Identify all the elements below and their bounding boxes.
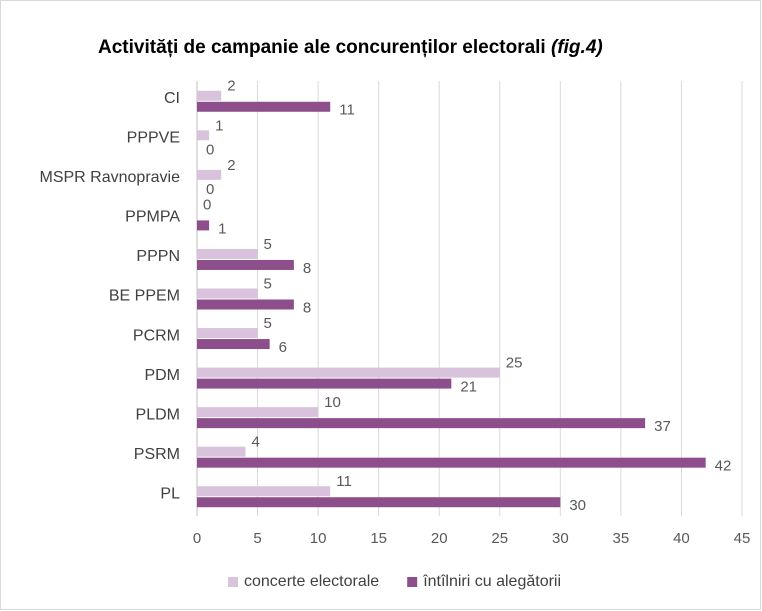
data-label: 25 <box>506 355 523 372</box>
legend-label: concerte electorale <box>244 573 379 590</box>
data-label: 37 <box>654 418 671 435</box>
title-note: (fig.4) <box>551 37 603 58</box>
y-tick-label: CI <box>164 90 180 107</box>
x-tick-label: 10 <box>310 530 327 547</box>
chart-title: Activități de campanie ale concurenților… <box>98 37 603 58</box>
bar <box>197 248 258 259</box>
data-label: 10 <box>324 394 341 411</box>
data-label: 6 <box>279 339 287 356</box>
data-label: 30 <box>569 497 586 514</box>
data-label: 11 <box>339 102 355 119</box>
bar <box>197 446 246 457</box>
bar <box>197 378 452 389</box>
data-label: 1 <box>215 117 223 134</box>
x-tick-label: 15 <box>370 530 387 547</box>
legend-swatch <box>407 577 418 587</box>
data-label: 21 <box>460 379 477 396</box>
y-tick-label: PDM <box>144 367 180 384</box>
x-tick-label: 0 <box>193 530 201 547</box>
data-label: 2 <box>227 157 235 174</box>
y-tick-label: PLDM <box>136 406 180 423</box>
bar <box>197 299 294 310</box>
data-label: 2 <box>227 78 235 95</box>
bar <box>197 367 500 378</box>
data-label: 0 <box>206 141 214 158</box>
data-label: 11 <box>336 473 352 490</box>
y-tick-label: BE PPEM <box>109 288 180 305</box>
x-tick-label: 25 <box>491 530 508 547</box>
bar <box>197 130 210 141</box>
bar <box>197 288 258 299</box>
legend-swatch <box>228 577 238 587</box>
data-label: 5 <box>264 236 272 253</box>
data-label: 8 <box>303 260 311 277</box>
bar <box>197 418 646 429</box>
x-tick-label: 20 <box>431 530 448 547</box>
bar <box>197 101 331 112</box>
legend-label: întîlniri cu alegătorii <box>422 573 561 590</box>
data-label: 0 <box>203 196 211 213</box>
data-label: 8 <box>303 299 311 316</box>
data-label: 42 <box>715 458 732 475</box>
bar <box>197 497 561 508</box>
data-label: 5 <box>264 275 272 292</box>
bar <box>197 90 222 101</box>
y-tick-label: PPPN <box>136 248 180 265</box>
bar <box>197 259 294 270</box>
data-label: 1 <box>218 220 226 237</box>
x-tick-label: 5 <box>253 530 261 547</box>
data-label: 0 <box>206 181 214 198</box>
x-tick-label: 35 <box>613 530 630 547</box>
y-tick-label: MSPR Ravnopravie <box>40 169 181 186</box>
y-tick-label: PPPVE <box>127 130 180 147</box>
x-tick-label: 30 <box>552 530 569 547</box>
x-tick-label: 40 <box>673 530 690 547</box>
bar <box>197 169 222 180</box>
bar <box>197 328 258 339</box>
y-tick-label: PCRM <box>133 327 180 344</box>
y-tick-label: PPMPA <box>125 209 180 226</box>
bar <box>197 220 210 231</box>
y-tick-label: PSRM <box>134 446 180 463</box>
title-main: Activități de campanie ale concurenților… <box>98 37 546 58</box>
data-label: 4 <box>251 434 259 451</box>
bar <box>197 339 270 350</box>
bar <box>197 407 319 418</box>
data-label: 5 <box>264 315 272 332</box>
bar <box>197 457 706 468</box>
x-tick-label: 45 <box>734 530 751 547</box>
bar <box>197 486 331 497</box>
y-tick-label: PL <box>160 485 180 502</box>
